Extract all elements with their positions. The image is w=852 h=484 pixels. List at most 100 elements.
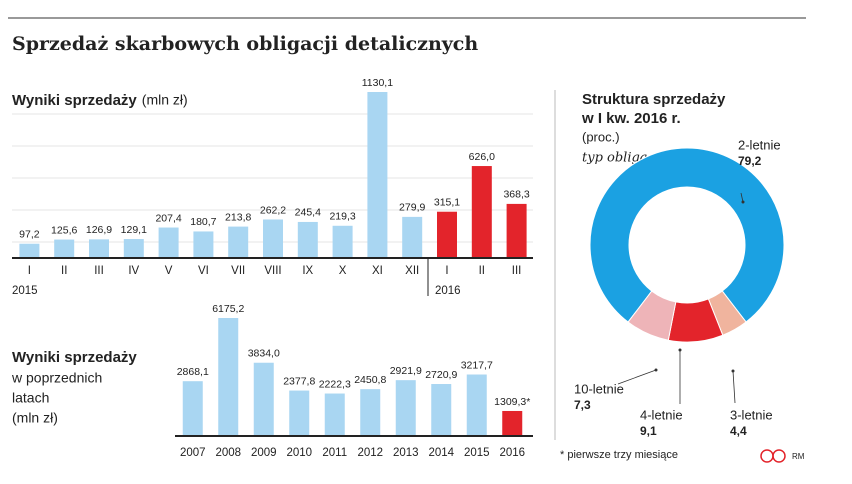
footnote: * pierwsze trzy miesiące [560, 449, 678, 461]
logo [760, 449, 774, 463]
x-tick-label: 2013 [393, 447, 419, 459]
credit: RM [792, 452, 805, 461]
value-label: 262,2 [260, 204, 286, 216]
value-label: 315,1 [434, 196, 460, 208]
x-tick-label: 2010 [286, 447, 312, 459]
page-title: Sprzedaż skarbowych obligacji detaliczny… [12, 33, 478, 55]
chart-subtitle: (mln zł) [12, 410, 58, 426]
value-label: 3834,0 [248, 348, 280, 360]
x-tick-label: 2011 [322, 447, 347, 459]
value-label: 207,4 [155, 212, 181, 224]
x-tick-label: II [61, 265, 67, 277]
value-label: 626,0 [469, 151, 495, 163]
value-label: 125,6 [51, 224, 77, 236]
x-tick-label: X [339, 265, 347, 277]
bar [431, 384, 452, 436]
value-label: 126,9 [86, 224, 112, 236]
bar [123, 239, 144, 258]
value-label: 1309,3* [494, 396, 530, 408]
value-label: 2720,9 [425, 369, 457, 381]
chart-subtitle: (proc.) [582, 129, 620, 144]
x-tick-label: 2015 [464, 447, 490, 459]
value-label: 213,8 [225, 211, 251, 223]
bar [471, 166, 492, 258]
leader-dot [741, 200, 745, 204]
x-tick-label: VI [198, 265, 209, 277]
value-label: 3217,7 [461, 359, 493, 371]
x-tick-label: VIII [264, 265, 281, 277]
x-tick-label: 2012 [357, 447, 383, 459]
x-tick-label: III [94, 265, 104, 277]
x-tick-label: 2016 [499, 447, 525, 459]
leader-line [617, 369, 657, 385]
bar [263, 219, 283, 258]
bar [182, 381, 203, 436]
bar [466, 374, 487, 436]
x-tick-label: 2007 [180, 447, 206, 459]
value-label: 2868,1 [177, 366, 209, 378]
bar [19, 243, 40, 258]
value-label: 6175,2 [212, 303, 244, 315]
bar [289, 390, 310, 436]
chart-title: w I kw. 2016 r. [581, 110, 681, 127]
value-label: 2222,3 [319, 378, 351, 390]
value-label: 219,3 [329, 211, 355, 223]
chart-title: Wyniki sprzedaży [12, 349, 137, 366]
x-tick-label: VII [231, 265, 245, 277]
leader-line [732, 370, 736, 404]
leader-dot [654, 368, 658, 372]
donut-segment [627, 290, 677, 341]
logo [772, 449, 786, 463]
bar [193, 231, 214, 258]
value-label: 2921,9 [390, 365, 422, 377]
value-label: 2450,8 [354, 374, 386, 386]
value-label: 7,3 [574, 398, 591, 412]
value-label: 129,1 [121, 224, 147, 236]
chart-subtitle: (mln zł) [142, 92, 188, 108]
year-label: 2016 [435, 285, 461, 297]
chart-subtitle: w poprzednich [11, 370, 102, 386]
legend-label: 10-letnie [574, 381, 624, 396]
x-tick-label: V [165, 265, 173, 277]
bar [253, 362, 274, 436]
value-label: 97,2 [19, 229, 40, 241]
x-tick-label: 2009 [251, 447, 277, 459]
value-label: 79,2 [738, 154, 762, 168]
legend-label: 3-letnie [730, 407, 773, 422]
bar [218, 318, 239, 436]
bar [367, 92, 388, 258]
chart-title: Wyniki sprzedaży [12, 92, 137, 109]
x-tick-label: 2008 [215, 447, 241, 459]
bar [89, 239, 109, 258]
chart-title: Struktura sprzedaży [582, 91, 726, 108]
bar [297, 221, 318, 258]
x-tick-label: I [445, 265, 448, 277]
chart-subtitle: latach [12, 390, 49, 406]
bar [395, 380, 416, 436]
value-label: 368,3 [503, 189, 529, 201]
value-label: 2377,8 [283, 375, 315, 387]
bar [54, 239, 75, 258]
year-label: 2015 [12, 285, 38, 297]
x-tick-label: I [28, 265, 31, 277]
bar [502, 410, 523, 436]
leader-line [740, 192, 744, 203]
donut-segment [589, 147, 785, 323]
legend-label: 2-letnie [738, 137, 781, 152]
x-tick-label: II [479, 265, 485, 277]
value-label: 279,9 [399, 202, 425, 214]
x-tick-label: IX [302, 265, 313, 277]
bar [360, 389, 381, 436]
x-tick-label: 2014 [428, 447, 454, 459]
leader-dot [731, 369, 735, 373]
bar [402, 216, 423, 258]
bar [158, 227, 179, 258]
bar [228, 226, 249, 258]
value-label: 4,4 [730, 424, 747, 438]
value-label: 9,1 [640, 424, 657, 438]
leader-dot [678, 348, 682, 352]
x-tick-label: XI [372, 265, 383, 277]
value-label: 245,4 [295, 207, 321, 219]
x-tick-label: XII [405, 265, 419, 277]
